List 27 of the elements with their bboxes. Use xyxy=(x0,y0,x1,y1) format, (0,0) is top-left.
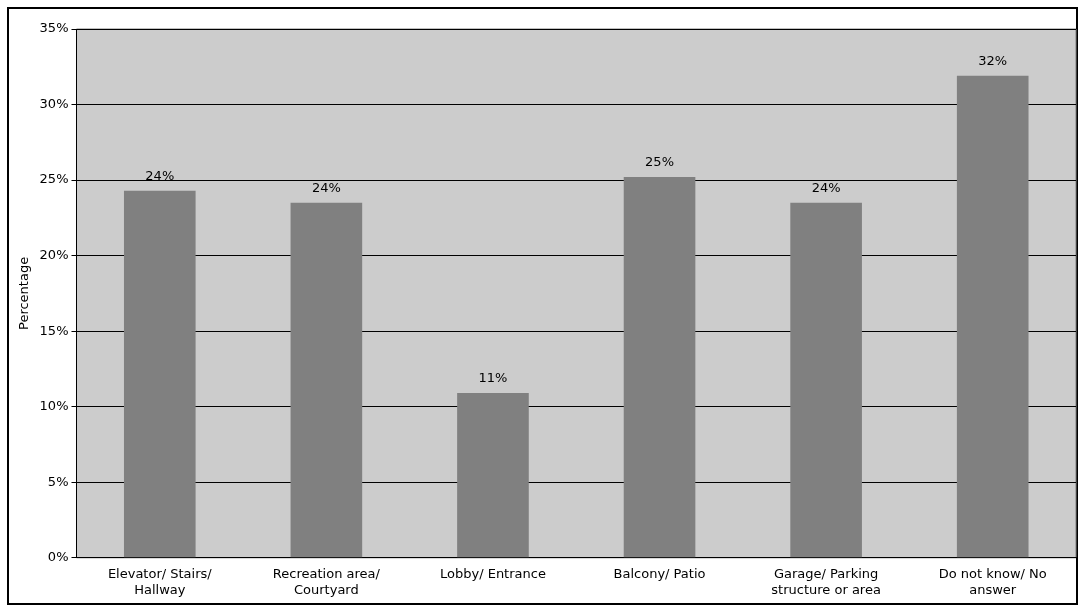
y-tick-label: 0% xyxy=(47,549,69,565)
data-label: 24% xyxy=(811,179,841,195)
data-label: 25% xyxy=(645,153,674,169)
x-tick-label: Elevator/ Stairs/ Hallway xyxy=(107,565,213,597)
bar xyxy=(290,202,363,558)
data-label: 32% xyxy=(978,52,1008,68)
bar xyxy=(123,190,196,558)
y-tick-label: 5% xyxy=(47,473,69,489)
bar xyxy=(457,393,529,558)
y-tick-label: 25% xyxy=(39,171,69,187)
y-axis-title: Percentage xyxy=(16,256,32,330)
x-tick-label: Balcony/ Patio xyxy=(613,565,706,581)
data-label: 24% xyxy=(145,167,175,183)
x-tick-label: Do not know/ No answer xyxy=(938,565,1047,597)
y-tick-label: 15% xyxy=(39,322,69,338)
x-tick-label: Recreation area/ Courtyard xyxy=(272,565,381,597)
x-tick-label: Garage/ Parking structure or area xyxy=(771,565,881,597)
bar xyxy=(623,177,696,558)
x-tick-label: Lobby/ Entrance xyxy=(439,565,546,581)
y-tick-label: 10% xyxy=(39,398,69,414)
bar xyxy=(956,75,1029,558)
bar xyxy=(790,202,862,558)
data-label: 11% xyxy=(478,369,508,385)
y-tick-label: 35% xyxy=(39,20,69,36)
y-tick-label: 30% xyxy=(39,95,69,111)
y-tick-label: 20% xyxy=(39,247,69,262)
data-label: 24% xyxy=(311,179,341,195)
